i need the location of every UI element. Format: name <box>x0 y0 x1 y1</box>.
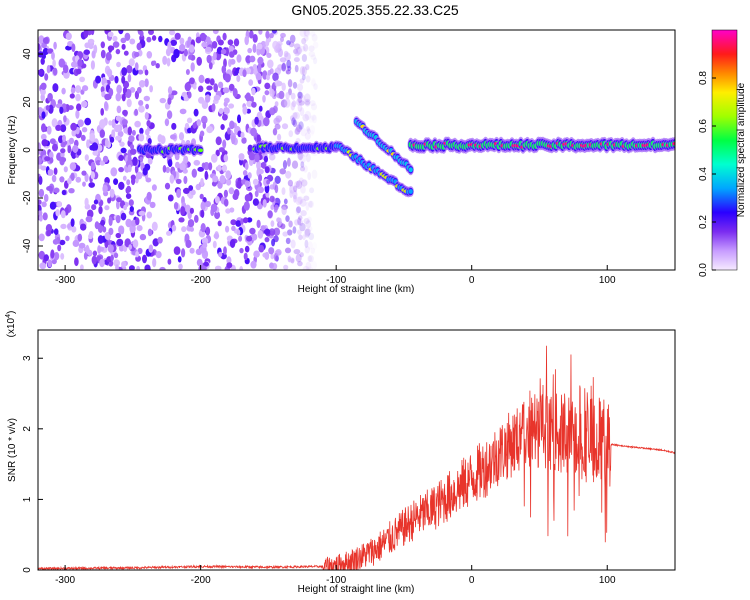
top-x-tick-label: 100 <box>599 275 616 286</box>
top-y-tick-label: 0 <box>22 147 33 153</box>
y-multiplier-base: (x10 <box>6 317 17 337</box>
top-x-tick-label: 0 <box>469 275 475 286</box>
colorbar-gradient <box>711 29 738 271</box>
top-y-axis-label: Frequency (Hz) <box>7 116 18 185</box>
y-multiplier: (x104) <box>5 311 17 338</box>
colorbar-tick-label: 0.0 <box>698 263 709 277</box>
bottom-x-tick-label: -100 <box>326 575 346 586</box>
bottom-y-tick-label: 1 <box>22 496 33 502</box>
colorbar-tick-label: 0.4 <box>698 167 709 181</box>
bottom-x-tick-label: 100 <box>599 575 616 586</box>
colorbar-tick-label: 0.8 <box>698 71 709 85</box>
top-y-tick-label: -20 <box>22 190 33 205</box>
colorbar: 0.0 0.2 0.4 0.6 0.8 Normalized spectral ampl… <box>698 29 747 277</box>
bottom-x-tick-label: 0 <box>469 575 475 586</box>
top-x-tick-label: -200 <box>191 275 211 286</box>
snr-frame <box>37 329 676 571</box>
bottom-y-tick-label: 3 <box>22 355 33 361</box>
top-y-tick-label: 20 <box>22 96 33 108</box>
bottom-y-axis-label: SNR (10 * v/v) <box>7 418 18 482</box>
bottom-y-tick-label: 0 <box>22 567 33 573</box>
bottom-x-axis-label: Height of straight line (km) <box>298 584 415 595</box>
y-multiplier-exponent: 4 <box>5 314 12 318</box>
bottom-x-tick-label: -300 <box>55 575 75 586</box>
top-x-tick-label: -100 <box>326 275 346 286</box>
colorbar-label: Normalized spectral amplitude <box>736 82 747 217</box>
top-y-tick-label: 40 <box>22 48 33 60</box>
top-x-axis-label: Height of straight line (km) <box>298 284 415 295</box>
bottom-x-tick-label: -200 <box>191 575 211 586</box>
page-title: GN05.2025.355.22.33.C25 <box>291 2 459 18</box>
snr-series-line <box>38 345 675 570</box>
bottom-y-tick-label: 2 <box>22 426 33 432</box>
spectrogram-image <box>38 30 675 270</box>
top-x-tick-label: -300 <box>55 275 75 286</box>
colorbar-tick-label: 0.2 <box>698 215 709 229</box>
colorbar-tick-label: 0.6 <box>698 119 709 133</box>
top-y-tick-label: -40 <box>22 238 33 253</box>
svg-text:(x104): (x104) <box>5 311 17 338</box>
snr-panel: -300 -200 -100 0 100 0 1 2 3 Height of straight… <box>5 311 676 595</box>
